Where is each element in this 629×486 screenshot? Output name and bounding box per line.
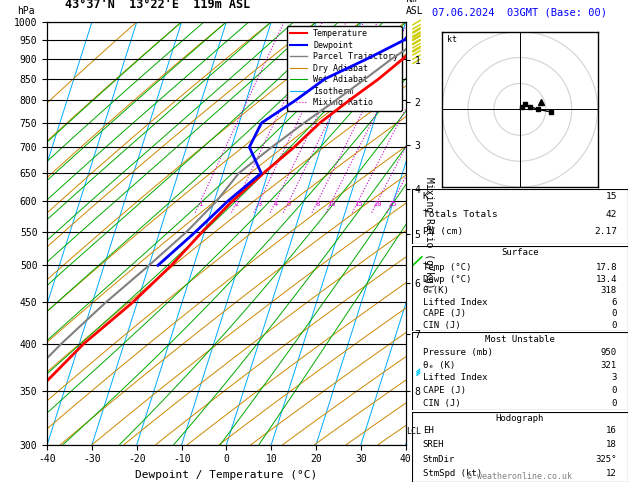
Text: K: K [423,192,428,201]
Text: 1: 1 [198,201,203,207]
Text: 3: 3 [611,373,617,382]
Text: 20: 20 [373,201,382,207]
Text: CIN (J): CIN (J) [423,321,460,330]
X-axis label: Dewpoint / Temperature (°C): Dewpoint / Temperature (°C) [135,470,318,480]
Text: 12: 12 [606,469,617,478]
Text: PW (cm): PW (cm) [423,227,463,236]
Text: Surface: Surface [501,248,538,258]
Y-axis label: Mixing Ratio (g/kg): Mixing Ratio (g/kg) [425,177,435,289]
Text: 318: 318 [601,286,617,295]
Text: 17.8: 17.8 [596,263,617,272]
Text: 25: 25 [389,201,397,207]
Text: Temp (°C): Temp (°C) [423,263,471,272]
Text: CAPE (J): CAPE (J) [423,310,466,318]
Text: 2: 2 [235,201,239,207]
Text: 10: 10 [328,201,336,207]
Text: Pressure (mb): Pressure (mb) [423,348,493,357]
Text: CAPE (J): CAPE (J) [423,386,466,395]
Text: 4: 4 [274,201,278,207]
Text: Dewp (°C): Dewp (°C) [423,275,471,283]
Text: hPa: hPa [17,5,35,16]
Text: 325°: 325° [596,454,617,464]
Text: CIN (J): CIN (J) [423,399,460,408]
Text: Lifted Index: Lifted Index [423,298,487,307]
Text: Totals Totals: Totals Totals [423,209,498,219]
Text: StmDir: StmDir [423,454,455,464]
Text: 8: 8 [316,201,320,207]
Legend: Temperature, Dewpoint, Parcel Trajectory, Dry Adiabat, Wet Adiabat, Isotherm, Mi: Temperature, Dewpoint, Parcel Trajectory… [287,26,401,111]
Text: 43°37'N  13°22'E  119m ASL: 43°37'N 13°22'E 119m ASL [65,0,250,11]
Text: 950: 950 [601,348,617,357]
Text: 0: 0 [611,386,617,395]
Text: 0: 0 [611,399,617,408]
Text: 15: 15 [354,201,362,207]
Text: EH: EH [423,426,433,435]
Text: 13.4: 13.4 [596,275,617,283]
Text: θₑ (K): θₑ (K) [423,361,455,370]
Text: © weatheronline.co.uk: © weatheronline.co.uk [467,472,572,481]
Text: kt: kt [447,35,457,44]
Text: SREH: SREH [423,440,444,449]
Text: StmSpd (kt): StmSpd (kt) [423,469,482,478]
Text: Most Unstable: Most Unstable [485,335,555,344]
Text: 42: 42 [606,209,617,219]
Text: 15: 15 [606,192,617,201]
Text: 07.06.2024  03GMT (Base: 00): 07.06.2024 03GMT (Base: 00) [432,7,608,17]
Text: 0: 0 [611,310,617,318]
Text: 2.17: 2.17 [594,227,617,236]
Text: LCL: LCL [406,427,421,435]
Text: Hodograph: Hodograph [496,414,544,423]
Text: θₑ(K): θₑ(K) [423,286,450,295]
Text: 0: 0 [611,321,617,330]
Text: 16: 16 [606,426,617,435]
Text: 18: 18 [606,440,617,449]
Text: 5: 5 [287,201,291,207]
Text: 6: 6 [611,298,617,307]
Text: km
ASL: km ASL [406,0,423,16]
Text: 321: 321 [601,361,617,370]
Text: 3: 3 [257,201,262,207]
Text: Lifted Index: Lifted Index [423,373,487,382]
